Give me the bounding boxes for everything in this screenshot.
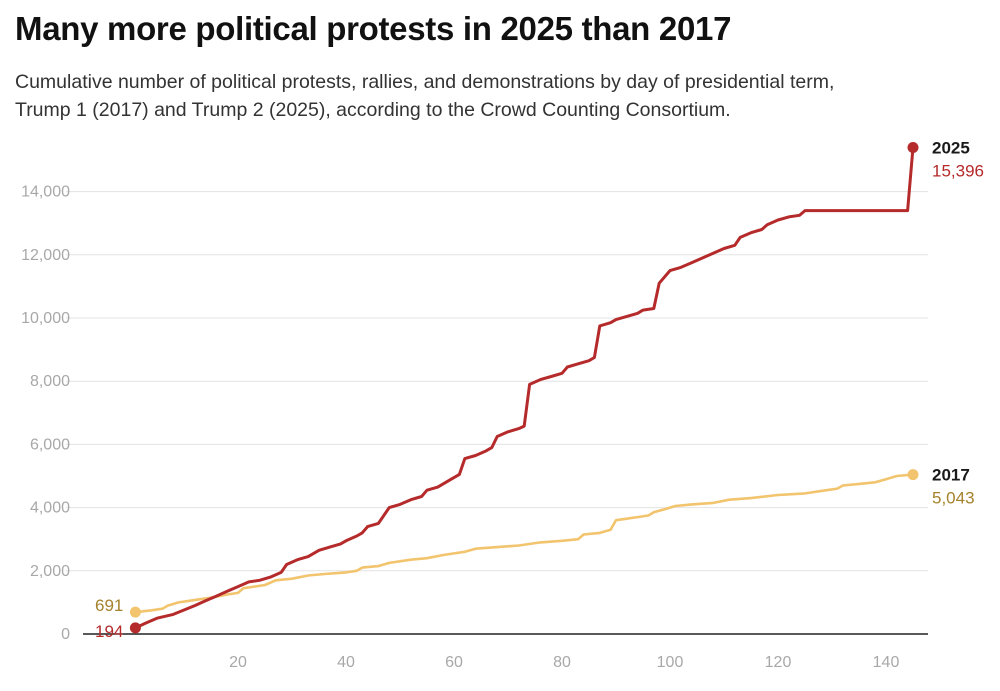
series-end-point-2025 — [907, 141, 919, 153]
series-name-label-2025: 2025 — [932, 138, 970, 157]
y-tick-label: 6,000 — [30, 436, 70, 453]
y-tick-label: 10,000 — [21, 310, 70, 327]
chart-subtitle-line-2: Trump 1 (2017) and Trump 2 (2025), accor… — [15, 99, 731, 121]
y-tick-label: 14,000 — [21, 184, 70, 201]
series-start-point-2025 — [129, 622, 141, 634]
x-tick-label: 100 — [657, 654, 684, 671]
x-tick-label: 20 — [229, 654, 247, 671]
y-tick-label: 2,000 — [30, 563, 70, 580]
series-line-2017 — [134, 473, 915, 614]
x-tick-label: 140 — [873, 654, 900, 671]
series-labels: 2017 5,043 691 2025 15,396 194 — [95, 138, 984, 640]
chart-title: Many more political protests in 2025 tha… — [15, 10, 732, 47]
y-tick-label: 4,000 — [30, 500, 70, 517]
series-name-label-2017: 2017 — [932, 466, 970, 485]
x-tick-label: 80 — [553, 654, 571, 671]
y-tick-label: 8,000 — [30, 373, 70, 390]
y-tick-label: 12,000 — [21, 247, 70, 264]
gridlines — [66, 191, 928, 572]
series-start-point-2017 — [129, 606, 141, 618]
x-tick-label: 120 — [765, 654, 792, 671]
series-end-value-2017: 5,043 — [932, 489, 975, 508]
x-tick-label: 60 — [445, 654, 463, 671]
series-start-value-2017: 691 — [95, 596, 123, 615]
chart-subtitle-line-1: Cumulative number of political protests,… — [15, 71, 835, 93]
series-start-value-2025: 194 — [95, 622, 123, 641]
axes: 0 2,000 4,000 6,000 8,000 10,000 12,000 14,000 2… — [21, 184, 928, 671]
x-tick-label: 40 — [337, 654, 355, 671]
series-lines — [129, 141, 919, 634]
y-tick-label: 0 — [61, 626, 70, 643]
series-end-point-2017 — [907, 469, 919, 481]
series-line-2025 — [133, 146, 915, 630]
series-end-value-2025: 15,396 — [932, 161, 984, 180]
